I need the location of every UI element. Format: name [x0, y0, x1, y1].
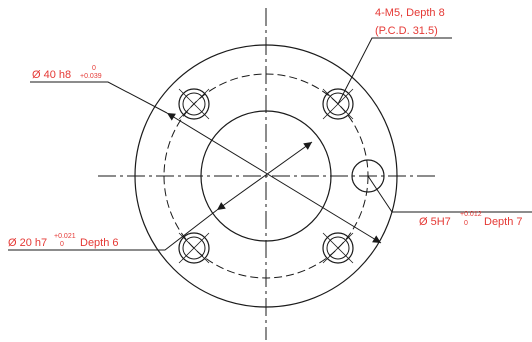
leader-lines [8, 37, 532, 251]
outer-diameter-tol-upper: 0 [92, 65, 96, 72]
outer-diameter-tol-lower: +0.039 [80, 73, 102, 80]
tapped-holes-callout-line1: 4-M5, Depth 8 [375, 7, 445, 19]
inner-diameter-tol-lower: 0 [60, 241, 64, 248]
inner-diameter-leader [8, 209, 218, 251]
pin-hole-leader [367, 175, 532, 213]
inner-diameter-tol-upper: +0.021 [54, 233, 76, 240]
tapped-hole-bottom-right [322, 232, 354, 264]
pin-hole-tol-lower: 0 [464, 220, 468, 227]
inner-diameter-dimension-line [216, 141, 313, 211]
inner-diameter-callout: Ø 20 h7 [8, 237, 47, 249]
tapped-holes-callout-line2: (P.C.D. 31.5) [375, 25, 438, 37]
inner-diameter-callout-depth: Depth 6 [80, 237, 119, 249]
tapped-hole-top-left [178, 88, 210, 120]
outer-circle [134, 44, 398, 308]
pin-hole-callout: Ø 5H7 [419, 216, 451, 228]
tapped-holes-leader [337, 37, 452, 105]
tapped-hole-bottom-left [178, 232, 210, 264]
pin-hole-callout-depth: Depth 7 [484, 216, 523, 228]
pin-hole-tol-upper: +0.012 [460, 211, 482, 218]
outer-diameter-callout: Ø 40 h8 [32, 69, 71, 81]
outer-diameter-leader [30, 81, 168, 114]
